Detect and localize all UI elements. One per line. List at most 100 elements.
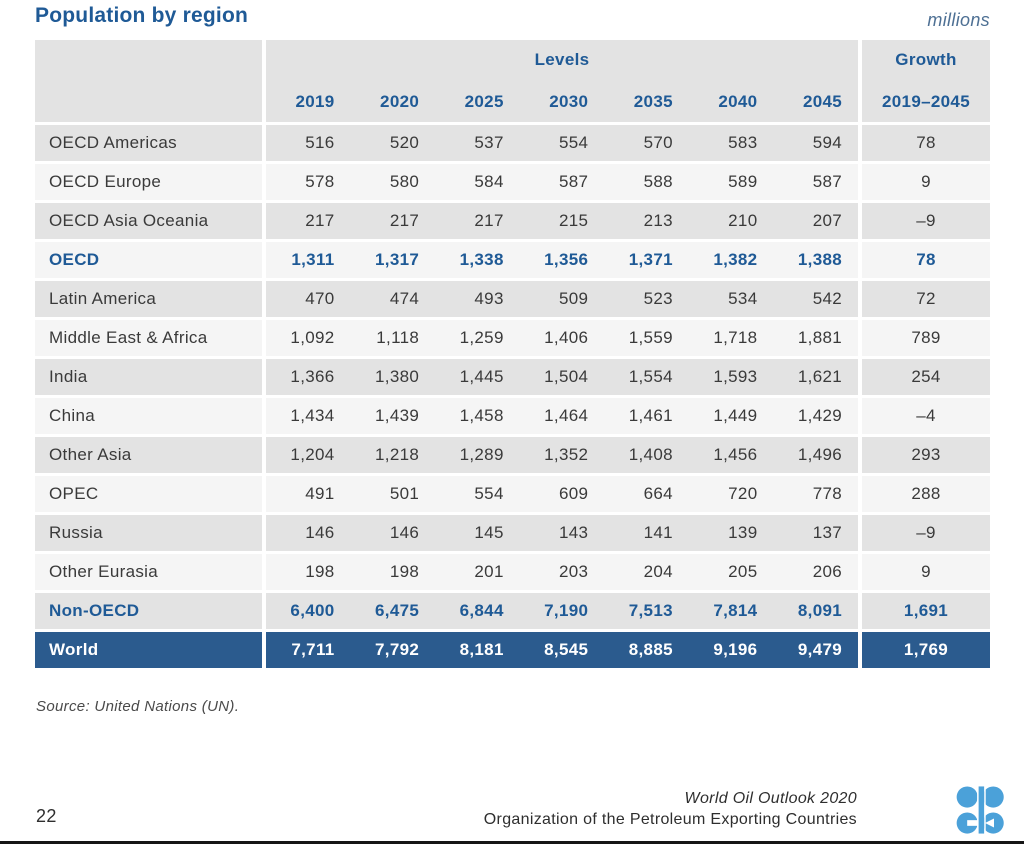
levels-cells: 578 580 584 587 588 589 587 xyxy=(266,164,858,200)
table-row: Other Asia 1,204 1,218 1,289 1,352 1,408 1,456… xyxy=(35,437,990,473)
table-row: India 1,366 1,380 1,445 1,504 1,554 1,593 1,621… xyxy=(35,359,990,395)
growth-cell: –4 xyxy=(862,398,990,434)
value-cell: 516 xyxy=(305,133,335,152)
value-cell: 217 xyxy=(389,211,420,230)
year-column-header: 2040 xyxy=(718,92,758,111)
levels-cells: 1,366 1,380 1,445 1,504 1,554 1,593 1,621 xyxy=(266,359,858,395)
year-column-header: 2025 xyxy=(464,92,504,111)
value-cell: 1,317 xyxy=(375,250,420,269)
page-number: 22 xyxy=(36,806,57,826)
value-cell: 1,380 xyxy=(375,367,420,386)
unit-label: millions xyxy=(927,10,990,30)
value-cell: 9,479 xyxy=(797,640,843,659)
row-label: OECD Asia Oceania xyxy=(35,203,262,239)
value-cell: 1,338 xyxy=(459,250,504,269)
value-cell: 217 xyxy=(305,211,335,230)
value-cell: 6,400 xyxy=(290,601,335,620)
row-label: Other Eurasia xyxy=(35,554,262,590)
row-label: Middle East & Africa xyxy=(35,320,262,356)
value-cell: 6,844 xyxy=(459,601,504,620)
opec-logo-icon xyxy=(956,784,1004,836)
value-cell: 554 xyxy=(474,484,504,503)
table-row: Russia 146 146 145 143 141 139 137 –9 xyxy=(35,515,990,551)
value-cell: 609 xyxy=(558,484,589,503)
value-cell: 501 xyxy=(389,484,420,503)
value-cell: 554 xyxy=(558,133,589,152)
row-label: OECD Europe xyxy=(35,164,262,200)
value-cell: 1,218 xyxy=(375,445,420,464)
value-cell: 8,885 xyxy=(628,640,673,659)
table-row: Other Eurasia 198 198 201 203 204 205 206 9 xyxy=(35,554,990,590)
year-column-header: 2030 xyxy=(549,92,589,111)
value-cell: 509 xyxy=(558,289,589,308)
value-cell: 534 xyxy=(728,289,758,308)
value-cell: 1,559 xyxy=(628,328,673,347)
table-row: OPEC 491 501 554 609 664 720 778 288 xyxy=(35,476,990,512)
growth-cell: 9 xyxy=(862,554,990,590)
growth-cell: 288 xyxy=(862,476,990,512)
table-header: Levels 2019 2020 2025 2030 2035 2040 2045 Grow… xyxy=(35,40,990,122)
footer-organization: Organization of the Petroleum Exporting … xyxy=(483,811,857,828)
year-column-header: 2035 xyxy=(633,92,673,111)
value-cell: 1,204 xyxy=(290,445,335,464)
levels-cells: 516 520 537 554 570 583 594 xyxy=(266,125,858,161)
year-column-header: 2020 xyxy=(380,92,420,111)
value-cell: 7,513 xyxy=(628,601,673,620)
growth-group-label: Growth xyxy=(895,50,957,69)
year-column-header: 2045 xyxy=(802,92,843,111)
table-body: OECD Americas 516 520 537 554 570 583 594 78 OECD… xyxy=(35,125,990,668)
value-cell: 210 xyxy=(728,211,758,230)
value-cell: 207 xyxy=(812,211,843,230)
row-label: Non-OECD xyxy=(35,593,262,629)
growth-cell: 72 xyxy=(862,281,990,317)
bottom-rule xyxy=(0,841,1024,844)
value-cell: 6,475 xyxy=(375,601,420,620)
value-cell: 1,504 xyxy=(544,367,589,386)
growth-cell: 789 xyxy=(862,320,990,356)
value-cell: 589 xyxy=(728,172,758,191)
value-cell: 720 xyxy=(728,484,758,503)
value-cell: 470 xyxy=(305,289,335,308)
year-header-row: 2019 2020 2025 2030 2035 2040 2045 xyxy=(266,92,858,122)
value-cell: 8,545 xyxy=(544,640,589,659)
table-row: Non-OECD 6,400 6,475 6,844 7,190 7,513 7,814 8,… xyxy=(35,593,990,629)
value-cell: 1,311 xyxy=(291,250,335,269)
row-label: Other Asia xyxy=(35,437,262,473)
value-cell: 213 xyxy=(643,211,673,230)
value-cell: 537 xyxy=(474,133,504,152)
value-cell: 1,356 xyxy=(544,250,589,269)
levels-cells: 1,204 1,218 1,289 1,352 1,408 1,456 1,496 xyxy=(266,437,858,473)
value-cell: 205 xyxy=(728,562,758,581)
value-cell: 137 xyxy=(812,523,843,542)
levels-cells: 491 501 554 609 664 720 778 xyxy=(266,476,858,512)
row-label: India xyxy=(35,359,262,395)
value-cell: 493 xyxy=(474,289,504,308)
growth-header-group: Growth 2019–2045 xyxy=(862,40,990,122)
value-cell: 778 xyxy=(812,484,843,503)
growth-cell: 9 xyxy=(862,164,990,200)
value-cell: 204 xyxy=(643,562,673,581)
levels-cells: 198 198 201 203 204 205 206 xyxy=(266,554,858,590)
value-cell: 570 xyxy=(643,133,673,152)
value-cell: 1,718 xyxy=(713,328,758,347)
value-cell: 206 xyxy=(812,562,843,581)
growth-cell: –9 xyxy=(862,515,990,551)
value-cell: 198 xyxy=(389,562,420,581)
value-cell: 8,091 xyxy=(797,601,843,620)
header-corner-cell xyxy=(35,40,262,122)
value-cell: 215 xyxy=(558,211,589,230)
value-cell: 594 xyxy=(812,133,843,152)
value-cell: 1,092 xyxy=(290,328,335,347)
value-cell: 580 xyxy=(389,172,420,191)
levels-cells: 146 146 145 143 141 139 137 xyxy=(266,515,858,551)
value-cell: 474 xyxy=(389,289,420,308)
value-cell: 1,554 xyxy=(628,367,673,386)
growth-cell: 1,691 xyxy=(862,593,990,629)
value-cell: 9,196 xyxy=(713,640,758,659)
row-label: OECD xyxy=(35,242,262,278)
levels-header-group: Levels 2019 2020 2025 2030 2035 2040 2045 xyxy=(266,40,858,122)
value-cell: 146 xyxy=(305,523,335,542)
value-cell: 1,464 xyxy=(544,406,589,425)
value-cell: 1,434 xyxy=(290,406,335,425)
